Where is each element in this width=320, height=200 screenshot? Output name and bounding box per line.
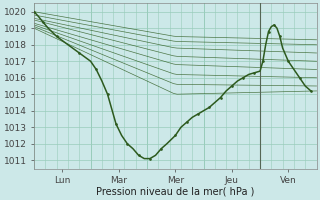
X-axis label: Pression niveau de la mer( hPa ): Pression niveau de la mer( hPa ) (96, 187, 254, 197)
